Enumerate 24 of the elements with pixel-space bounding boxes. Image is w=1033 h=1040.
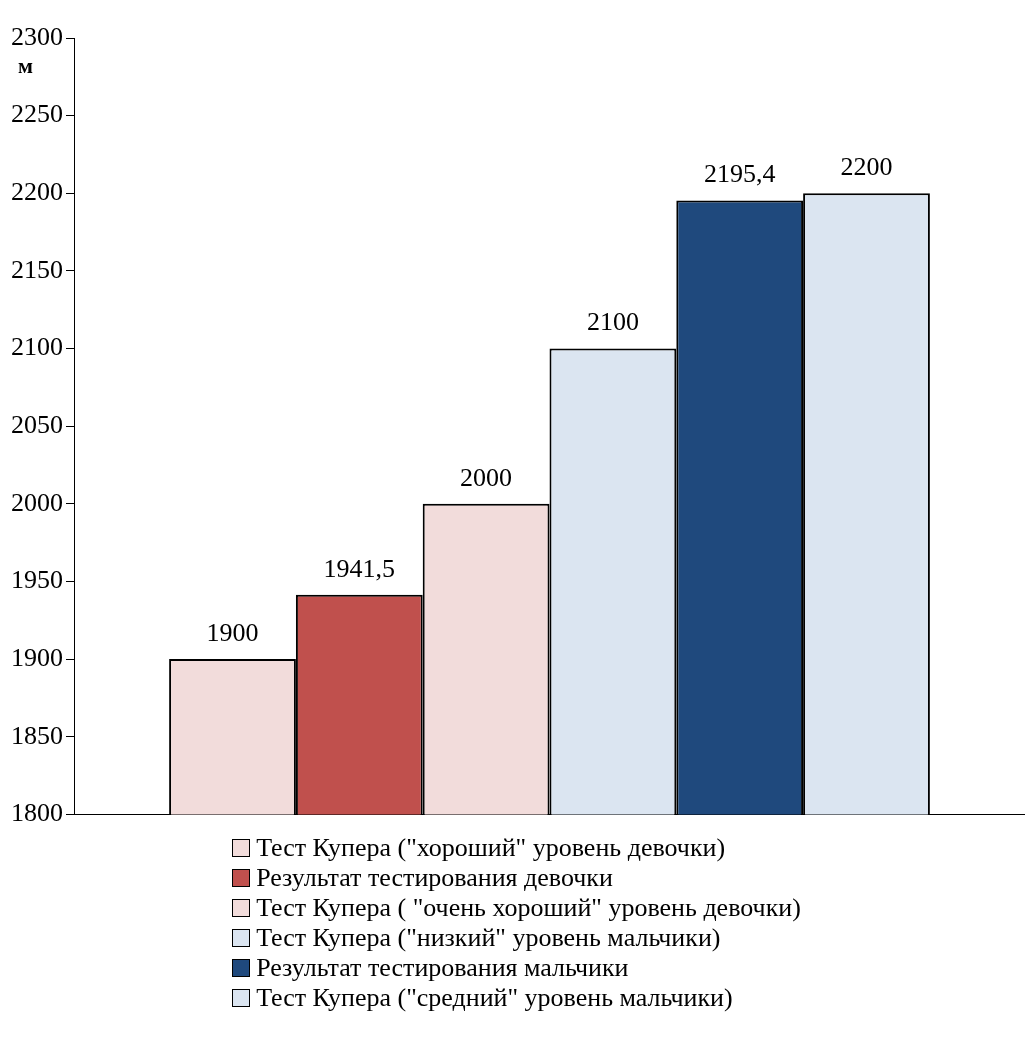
text: 1900 bbox=[206, 617, 259, 647]
legend-label: Результат тестирования мальчики bbox=[256, 953, 629, 983]
y-tick-label: 2150 bbox=[11, 254, 63, 284]
text: 2200 bbox=[840, 152, 893, 182]
y-tick-label: 1950 bbox=[11, 565, 63, 595]
text: 1941,5 bbox=[323, 553, 396, 583]
y-tick-label: 2250 bbox=[11, 99, 63, 129]
legend-label: Результат тестирования девочки bbox=[256, 863, 613, 893]
y-axis-title: м bbox=[18, 52, 33, 78]
y-tick-label: 1900 bbox=[11, 642, 63, 672]
y-tick-label: 2200 bbox=[11, 177, 63, 207]
legend-label: Тест Купера ("низкий" уровень мальчики) bbox=[256, 923, 721, 953]
y-tick-label: 2100 bbox=[11, 332, 63, 362]
y-tick-label: 2300 bbox=[11, 21, 63, 51]
y-tick-label: 1850 bbox=[11, 720, 63, 750]
text: 2100 bbox=[586, 307, 639, 337]
legend-label: Тест Купера ("хороший" уровень девочки) bbox=[256, 833, 726, 863]
text: 2195,4 bbox=[703, 159, 776, 189]
legend-label: Тест Купера ( "очень хороший" уровень девочки) bbox=[256, 893, 801, 923]
y-tick-label: 2000 bbox=[11, 487, 63, 517]
legend-label: Тест Купера ("средний" уровень мальчики) bbox=[256, 983, 733, 1013]
y-tick-label: 1800 bbox=[11, 798, 63, 828]
y-tick-label: 2050 bbox=[11, 410, 63, 440]
text: 2000 bbox=[460, 462, 513, 492]
